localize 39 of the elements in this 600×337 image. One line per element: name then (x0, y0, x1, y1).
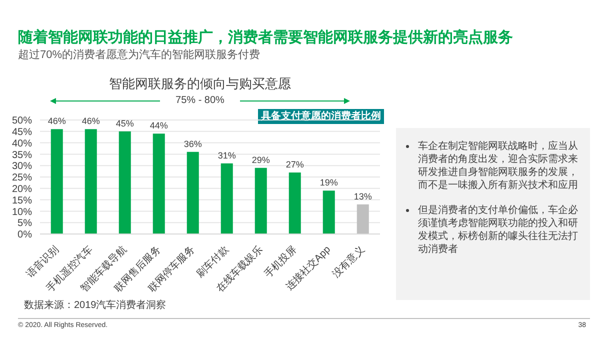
bar (50, 129, 63, 234)
y-tick-label: 35% (12, 150, 32, 161)
y-tick-label: 10% (12, 206, 32, 218)
data-label: 46% (82, 116, 100, 126)
y-tick-label: 5% (18, 218, 32, 230)
bar (84, 129, 97, 234)
data-label: 31% (218, 150, 236, 160)
y-tick-label: 20% (12, 184, 32, 195)
text: 75% - 80% (160, 94, 240, 108)
bar (152, 134, 165, 234)
source-note: 数据来源：2019汽车消费者洞察 (24, 298, 166, 312)
text: 智能网联服务的倾向与购买意愿 (108, 75, 292, 93)
y-tick-label: 25% (12, 172, 32, 184)
y-tick-label: 50% (12, 116, 32, 127)
data-label: 27% (286, 159, 304, 170)
data-label: 13% (354, 191, 372, 202)
y-tick-label: 30% (12, 161, 32, 172)
data-label: 44% (150, 120, 168, 131)
bar (322, 190, 335, 234)
data-label: 46% (48, 116, 66, 126)
y-tick-label: 15% (12, 195, 32, 206)
chart-title: 随着智能网联功能的日益推广，消费者需要智能网联服务提供新的亮点服务 (18, 28, 513, 47)
x-tick-label: 没有意义 (330, 244, 367, 280)
chart-subtitle: 超过70%的消费者愿意为汽车的智能网联服务付费 (18, 48, 260, 62)
bar (288, 172, 301, 234)
text: 车企在制定智能网联战略时，应当从消费者的角度出发，迎合实际需求来研发推进自身智能网联服务的发展，而不是一味搬入所有新兴技术和应用 (418, 140, 579, 192)
bar (254, 168, 267, 234)
data-label: 19% (320, 178, 338, 188)
bar (118, 131, 131, 234)
data-label: 45% (116, 118, 134, 128)
data-label: 29% (252, 154, 270, 165)
bar (356, 204, 369, 234)
bar (186, 152, 199, 234)
y-tick-label: 40% (12, 138, 32, 150)
bar (220, 163, 233, 234)
y-tick-label: 0% (18, 230, 32, 241)
y-tick-label: 45% (12, 126, 32, 138)
data-label: 36% (184, 138, 202, 149)
text: 但是消费者的支付单价偏低，车企必须谨慎考虑智能网联功能的投入和研发模式，标榜创新的噱头往往无法打动消费者 (418, 204, 579, 256)
